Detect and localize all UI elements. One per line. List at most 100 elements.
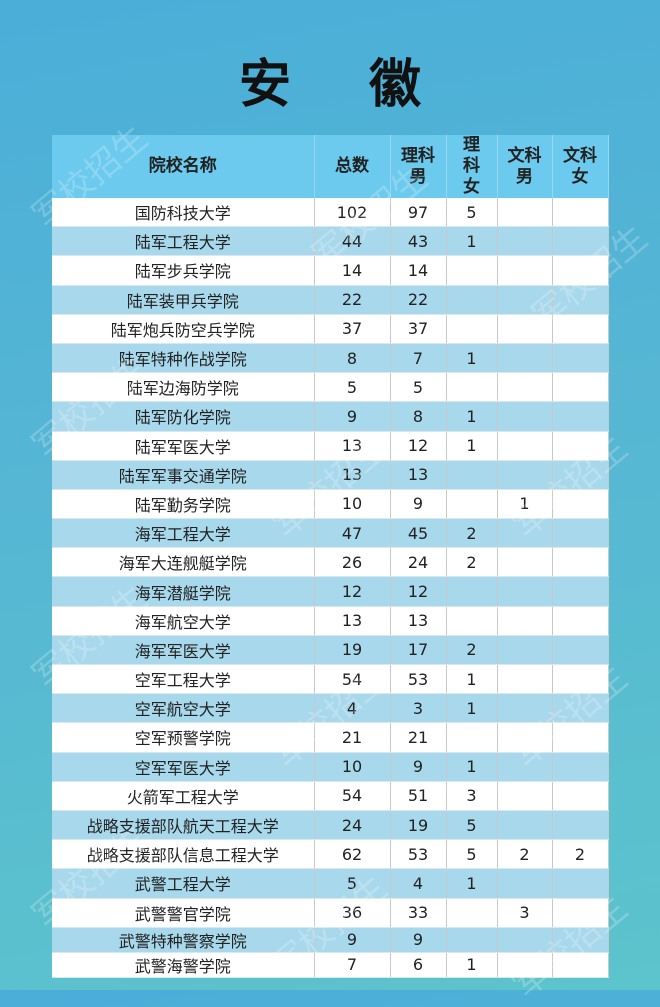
table-row: 国防科技大学 102 97 5 xyxy=(52,198,609,228)
count-cell: 2 xyxy=(552,839,609,870)
table-row: 空军工程大学 54 53 1 xyxy=(52,664,609,695)
count-cell: 7 xyxy=(314,952,391,978)
count-cell: 24 xyxy=(390,547,447,578)
table-row: 海军军医大学 19 17 2 xyxy=(52,635,609,666)
count-cell: 43 xyxy=(390,226,447,257)
count-cell: 4 xyxy=(314,693,391,724)
count-cell xyxy=(497,372,553,403)
count-cell xyxy=(497,927,553,953)
count-cell: 14 xyxy=(314,255,391,286)
count-cell xyxy=(552,314,609,344)
school-name-cell: 陆军炮兵防空兵学院 xyxy=(52,314,315,344)
school-name-cell: 陆军勤务学院 xyxy=(52,489,315,520)
table-row: 火箭军工程大学 54 51 3 xyxy=(52,781,609,811)
count-cell: 22 xyxy=(390,285,447,315)
count-cell: 33 xyxy=(390,898,447,928)
count-cell: 17 xyxy=(390,635,447,666)
table-row: 海军潜艇学院 12 12 xyxy=(52,576,609,607)
count-cell xyxy=(446,898,498,928)
count-cell xyxy=(497,693,553,724)
count-cell: 1 xyxy=(446,343,498,374)
count-cell xyxy=(446,722,498,753)
count-cell: 9 xyxy=(314,401,391,432)
admission-table: 院校名称 总数 理科男 理科女 文科男 文科女 国防科技大学 102 97 5 陆军工程大学 44 4… xyxy=(52,135,609,978)
count-cell xyxy=(497,781,553,811)
count-cell xyxy=(497,343,553,374)
school-name-cell: 武警工程大学 xyxy=(52,868,315,899)
table-row: 陆军军医大学 13 12 1 xyxy=(52,431,609,461)
school-name-cell: 空军航空大学 xyxy=(52,693,315,724)
school-name-cell: 陆军特种作战学院 xyxy=(52,343,315,374)
count-cell xyxy=(552,664,609,695)
count-cell: 13 xyxy=(314,431,391,461)
count-cell: 7 xyxy=(390,343,447,374)
count-cell xyxy=(497,460,553,490)
column-header: 理科男 xyxy=(390,135,447,198)
count-cell: 21 xyxy=(314,722,391,753)
school-name-cell: 海军军医大学 xyxy=(52,635,315,666)
count-cell xyxy=(552,401,609,432)
school-name-cell: 空军预警学院 xyxy=(52,722,315,753)
count-cell: 19 xyxy=(390,810,447,841)
count-cell xyxy=(497,285,553,315)
count-cell: 12 xyxy=(390,576,447,607)
table-row: 武警海警学院 7 6 1 xyxy=(52,952,609,978)
table-row: 陆军工程大学 44 43 1 xyxy=(52,226,609,257)
count-cell: 2 xyxy=(446,635,498,666)
count-cell: 1 xyxy=(446,401,498,432)
count-cell: 9 xyxy=(390,489,447,520)
count-cell xyxy=(552,952,609,978)
school-name-cell: 陆军步兵学院 xyxy=(52,255,315,286)
table-row: 海军航空大学 13 13 xyxy=(52,606,609,636)
count-cell: 2 xyxy=(497,839,553,870)
count-cell xyxy=(497,518,553,549)
count-cell xyxy=(552,460,609,490)
table-header: 院校名称 总数 理科男 理科女 文科男 文科女 xyxy=(52,135,609,198)
count-cell: 51 xyxy=(390,781,447,811)
count-cell xyxy=(446,314,498,344)
count-cell xyxy=(446,285,498,315)
count-cell: 13 xyxy=(314,606,391,636)
count-cell: 1 xyxy=(446,226,498,257)
school-name-cell: 空军军医大学 xyxy=(52,752,315,782)
count-cell: 12 xyxy=(390,431,447,461)
count-cell: 19 xyxy=(314,635,391,666)
count-cell xyxy=(497,868,553,899)
count-cell: 1 xyxy=(497,489,553,520)
count-cell: 12 xyxy=(314,576,391,607)
school-name-cell: 海军航空大学 xyxy=(52,606,315,636)
count-cell: 36 xyxy=(314,898,391,928)
count-cell xyxy=(552,722,609,753)
count-cell xyxy=(552,576,609,607)
count-cell xyxy=(497,431,553,461)
count-cell xyxy=(552,693,609,724)
count-cell: 44 xyxy=(314,226,391,257)
count-cell xyxy=(446,576,498,607)
count-cell: 45 xyxy=(390,518,447,549)
table-row: 陆军炮兵防空兵学院 37 37 xyxy=(52,314,609,344)
table-row: 陆军装甲兵学院 22 22 xyxy=(52,285,609,315)
count-cell: 3 xyxy=(497,898,553,928)
count-cell: 5 xyxy=(446,198,498,228)
count-cell: 5 xyxy=(446,810,498,841)
table-row: 武警警官学院 36 33 3 xyxy=(52,898,609,928)
school-name-cell: 战略支援部队航天工程大学 xyxy=(52,810,315,841)
school-name-cell: 武警警官学院 xyxy=(52,898,315,928)
column-header: 文科男 xyxy=(497,135,553,198)
school-name-cell: 陆军军医大学 xyxy=(52,431,315,461)
count-cell xyxy=(552,198,609,228)
count-cell: 5 xyxy=(390,372,447,403)
count-cell xyxy=(497,810,553,841)
count-cell xyxy=(552,518,609,549)
count-cell: 2 xyxy=(446,518,498,549)
count-cell: 21 xyxy=(390,722,447,753)
count-cell: 5 xyxy=(314,868,391,899)
count-cell: 53 xyxy=(390,664,447,695)
count-cell: 53 xyxy=(390,839,447,870)
count-cell xyxy=(552,635,609,666)
count-cell: 3 xyxy=(446,781,498,811)
count-cell xyxy=(497,226,553,257)
table-row: 陆军勤务学院 10 9 1 xyxy=(52,489,609,520)
count-cell: 1 xyxy=(446,664,498,695)
school-name-cell: 海军潜艇学院 xyxy=(52,576,315,607)
